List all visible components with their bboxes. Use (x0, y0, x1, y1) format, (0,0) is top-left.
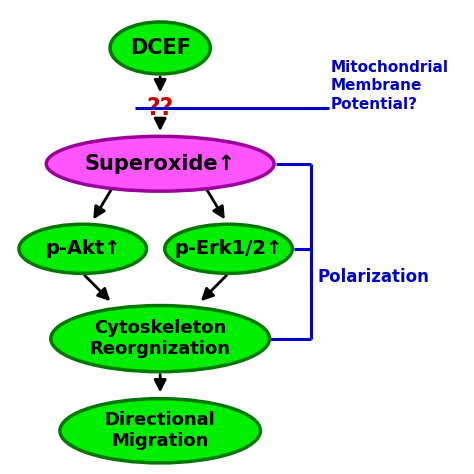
Text: ??: ?? (146, 96, 174, 120)
Ellipse shape (110, 22, 210, 74)
Ellipse shape (165, 224, 292, 273)
Text: p-Akt↑: p-Akt↑ (45, 239, 120, 258)
Ellipse shape (51, 306, 270, 372)
Ellipse shape (60, 399, 260, 463)
Text: Polarization: Polarization (318, 268, 429, 286)
Ellipse shape (19, 224, 146, 273)
Text: Superoxide↑: Superoxide↑ (84, 154, 236, 174)
Ellipse shape (46, 137, 274, 191)
Text: DCEF: DCEF (130, 38, 191, 58)
Text: Cytoskeleton
Reorgnization: Cytoskeleton Reorgnization (90, 319, 231, 358)
Text: p-Erk1/2↑: p-Erk1/2↑ (174, 239, 283, 258)
Text: Directional
Migration: Directional Migration (105, 411, 216, 450)
Text: Mitochondrial
Membrane
Potential?: Mitochondrial Membrane Potential? (331, 60, 449, 112)
